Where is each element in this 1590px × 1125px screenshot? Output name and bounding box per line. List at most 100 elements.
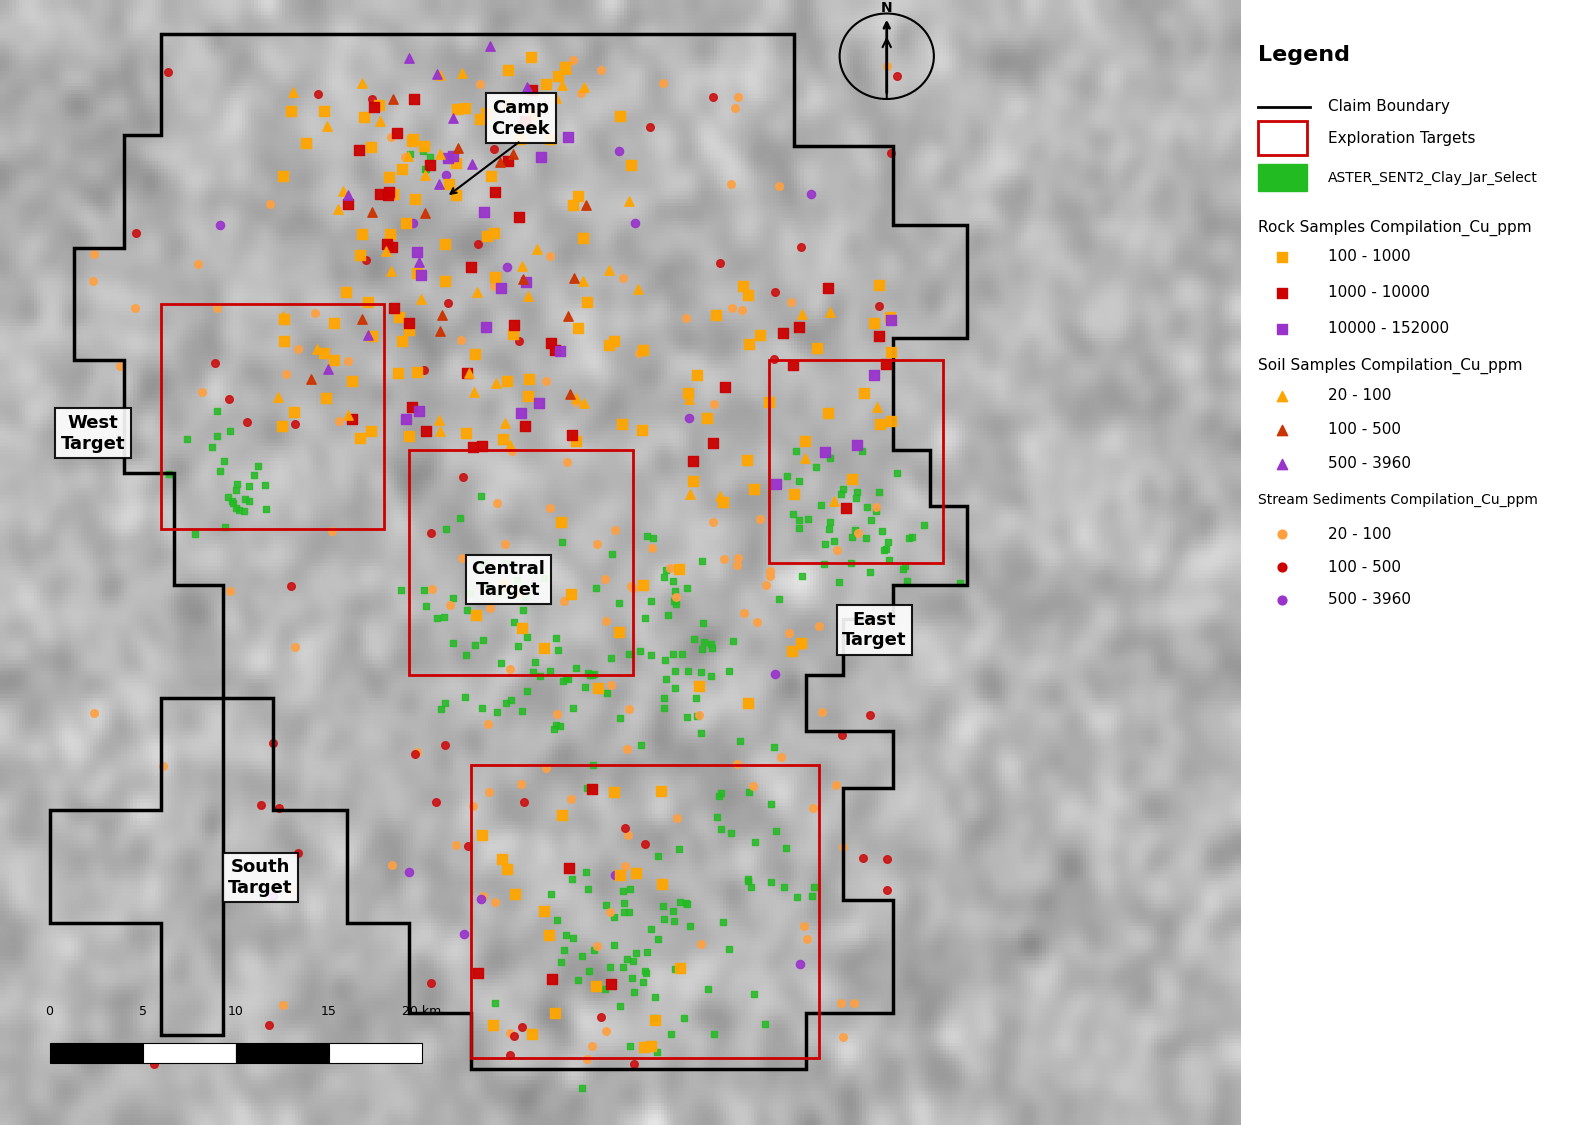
- Point: [310, 102, 335, 120]
- Point: [843, 488, 868, 506]
- Point: [474, 318, 499, 336]
- Point: [879, 412, 905, 430]
- Point: [412, 360, 437, 378]
- Point: [663, 663, 688, 681]
- Point: [498, 1024, 523, 1042]
- Point: [601, 908, 626, 926]
- Point: [501, 1027, 526, 1045]
- Point: [498, 1046, 523, 1064]
- Point: [444, 186, 469, 204]
- Point: [393, 214, 418, 232]
- Point: [684, 690, 709, 708]
- Point: [412, 582, 437, 600]
- Point: [730, 300, 755, 318]
- Point: [681, 471, 706, 489]
- Text: East
Target: East Target: [843, 611, 906, 649]
- Point: [312, 344, 337, 362]
- Point: [281, 83, 307, 101]
- Point: [108, 357, 134, 375]
- Point: [625, 280, 650, 298]
- Point: [493, 414, 518, 432]
- Point: [857, 564, 882, 582]
- Point: [552, 942, 577, 960]
- Point: [444, 100, 469, 118]
- Point: [617, 645, 642, 663]
- Point: [270, 996, 296, 1014]
- Point: [743, 832, 768, 850]
- Point: [688, 724, 714, 742]
- Point: [426, 411, 452, 429]
- Point: [447, 510, 472, 528]
- Point: [469, 826, 494, 844]
- Point: [652, 651, 677, 669]
- Point: [485, 583, 510, 601]
- Point: [820, 492, 846, 510]
- Point: [404, 363, 429, 381]
- Point: [361, 98, 386, 116]
- Point: [571, 272, 596, 290]
- Point: [704, 808, 730, 826]
- Point: [666, 958, 692, 976]
- Point: [650, 898, 676, 916]
- Point: [321, 351, 347, 369]
- Point: [560, 51, 585, 69]
- Point: [461, 382, 487, 400]
- Point: [474, 105, 499, 123]
- Bar: [409, 450, 633, 675]
- Point: [628, 642, 653, 660]
- Point: [401, 214, 426, 232]
- Point: [267, 800, 293, 818]
- Point: [911, 516, 937, 534]
- Point: [688, 935, 714, 953]
- Point: [335, 196, 361, 214]
- Point: [549, 807, 574, 825]
- Point: [612, 903, 638, 921]
- Point: [572, 677, 598, 695]
- Point: [617, 903, 642, 921]
- Point: [762, 738, 787, 756]
- Point: [485, 703, 510, 721]
- Point: [444, 836, 469, 854]
- Point: [690, 551, 716, 569]
- Point: [490, 849, 515, 867]
- Point: [781, 357, 806, 375]
- Point: [789, 634, 814, 652]
- Point: [808, 496, 833, 514]
- Point: [512, 417, 537, 435]
- Point: [374, 242, 399, 260]
- Point: [785, 519, 811, 537]
- Point: [576, 962, 601, 980]
- Point: [779, 641, 805, 659]
- Point: [700, 434, 725, 452]
- Point: [335, 352, 361, 370]
- Point: [564, 319, 590, 337]
- Point: [175, 430, 200, 448]
- Point: [494, 93, 520, 111]
- Point: [738, 879, 763, 897]
- Point: [556, 385, 582, 403]
- Point: [466, 964, 491, 982]
- Point: [642, 989, 668, 1007]
- Point: [393, 410, 418, 428]
- Point: [380, 238, 405, 256]
- Point: [781, 505, 806, 523]
- Point: [603, 866, 628, 884]
- Point: [674, 384, 700, 402]
- Point: [824, 776, 849, 794]
- Point: [472, 578, 498, 596]
- Point: [574, 778, 599, 796]
- Point: [642, 1011, 668, 1029]
- Point: [556, 858, 582, 876]
- Point: [437, 596, 463, 614]
- Point: [507, 130, 533, 148]
- Point: [445, 140, 471, 158]
- Point: [840, 528, 865, 546]
- Point: [660, 645, 685, 663]
- Point: [305, 86, 331, 104]
- Point: [652, 688, 677, 706]
- Point: [151, 757, 176, 775]
- Text: 20 - 100: 20 - 100: [1328, 526, 1391, 542]
- Point: [350, 225, 375, 243]
- Point: [412, 137, 437, 155]
- Point: [674, 896, 700, 914]
